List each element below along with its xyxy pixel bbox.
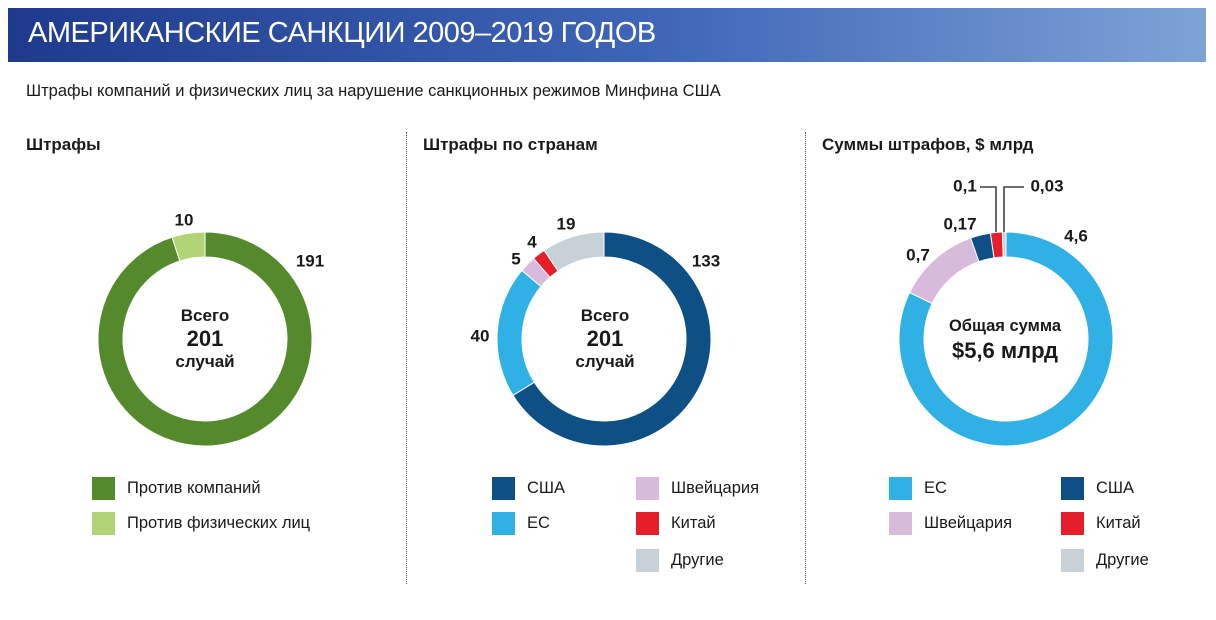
panel-title-fines: Штрафы: [26, 135, 101, 154]
donut-slice-1: [97, 231, 313, 447]
center-unit: случай: [175, 352, 235, 371]
panel-title-countries: Штрафы по странам: [423, 135, 598, 154]
center-total-countries: Всего 201 случай: [555, 306, 655, 372]
donut-countries: 133 40 54 19: [471, 214, 720, 447]
leader-line-china: [980, 186, 997, 232]
donut-slice-5: [543, 231, 605, 272]
legend-item-switzerland: Швейцария: [636, 475, 759, 501]
legend-label: Против физических лиц: [127, 513, 311, 532]
center-value: 201: [586, 326, 624, 351]
legend-swatch: [492, 511, 515, 535]
center-total-fines: Всего 201 случай: [155, 306, 255, 372]
header-banner: АМЕРИКАНСКИЕ САНКЦИИ 2009–2019 ГОДОВ: [8, 8, 1206, 62]
legend-label: Другие: [1096, 550, 1149, 569]
donut-slice-5: [1001, 231, 1007, 258]
donut-amounts: 4,6 0,7 0,17 0,1 0,03: [898, 176, 1114, 447]
page-title: АМЕРИКАНСКИЕ САНКЦИИ 2009–2019 ГОДОВ: [28, 17, 656, 49]
legend-swatch: [636, 511, 659, 535]
donut-slice-2: [496, 269, 542, 397]
legend-swatch: [1061, 511, 1084, 535]
panel-title-amounts: Суммы штрафов, $ млрд: [822, 135, 1034, 154]
center-label: Всего: [180, 306, 230, 325]
center-total-amount: Общая сумма $5,6 млрд: [930, 317, 1080, 366]
center-value: $5,6 млрд: [951, 338, 1059, 363]
divider-1: [406, 132, 407, 584]
legend-label: ЕС: [924, 478, 947, 497]
legend-label: США: [527, 478, 566, 497]
legend-swatch: [92, 511, 115, 535]
legend-swatch: [636, 548, 659, 572]
legend-item-individuals: Против физических лиц: [92, 510, 310, 536]
legend-item-eu: ЕС: [889, 475, 947, 501]
legend-label: Против компаний: [127, 478, 261, 497]
data-label-4: 4: [527, 232, 537, 251]
legend-swatch: [636, 476, 659, 500]
center-value: 201: [186, 326, 224, 351]
data-label-2: 10: [175, 210, 194, 229]
data-label-3: 0,17: [943, 214, 976, 233]
donut-slice-1: [512, 231, 712, 447]
legend-swatch: [889, 511, 912, 535]
legend-item-other: Другие: [636, 547, 724, 573]
donut-fines: 191 10: [97, 210, 324, 447]
data-label-2: 40: [471, 326, 490, 345]
legend-item-eu: ЕС: [492, 510, 550, 536]
legend-item-switzerland: Швейцария: [889, 510, 1012, 536]
legend-item-usa: США: [1061, 475, 1134, 501]
center-unit: случай: [575, 352, 635, 371]
donut-slice-2: [171, 231, 206, 262]
legend-swatch: [1061, 548, 1084, 572]
legend-label: Китай: [671, 513, 716, 532]
leader-line-other: [1003, 186, 1024, 232]
legend-label: Другие: [671, 550, 724, 569]
legend-label: США: [1096, 478, 1135, 497]
data-label-2: 0,7: [906, 245, 930, 264]
data-label-3: 5: [511, 249, 520, 268]
data-label-1: 191: [296, 251, 324, 270]
legend-label: Китай: [1096, 513, 1141, 532]
legend-swatch: [889, 476, 912, 500]
legend-label: ЕС: [527, 513, 550, 532]
donut-slice-1: [898, 231, 1114, 447]
legend-item-china: Китай: [1061, 510, 1141, 536]
divider-2: [805, 132, 806, 584]
subtitle: Штрафы компаний и физических лиц за нару…: [26, 82, 721, 100]
center-label: Всего: [580, 306, 630, 325]
data-label-1: 4,6: [1064, 226, 1088, 245]
legend-item-usa: США: [492, 475, 565, 501]
legend-label: Швейцария: [671, 478, 760, 497]
data-label-5: 19: [557, 214, 576, 233]
legend-item-other: Другие: [1061, 547, 1149, 573]
legend-label: Швейцария: [924, 513, 1013, 532]
data-label-1: 133: [692, 251, 720, 270]
legend-item-china: Китай: [636, 510, 716, 536]
legend-swatch: [1061, 476, 1084, 500]
legend-swatch: [492, 476, 515, 500]
legend-item-companies: Против компаний: [92, 475, 261, 501]
data-label-5: 0,03: [1030, 176, 1063, 195]
data-label-4: 0,1: [953, 176, 977, 195]
center-label: Общая сумма: [948, 317, 1062, 335]
legend-swatch: [92, 476, 115, 500]
